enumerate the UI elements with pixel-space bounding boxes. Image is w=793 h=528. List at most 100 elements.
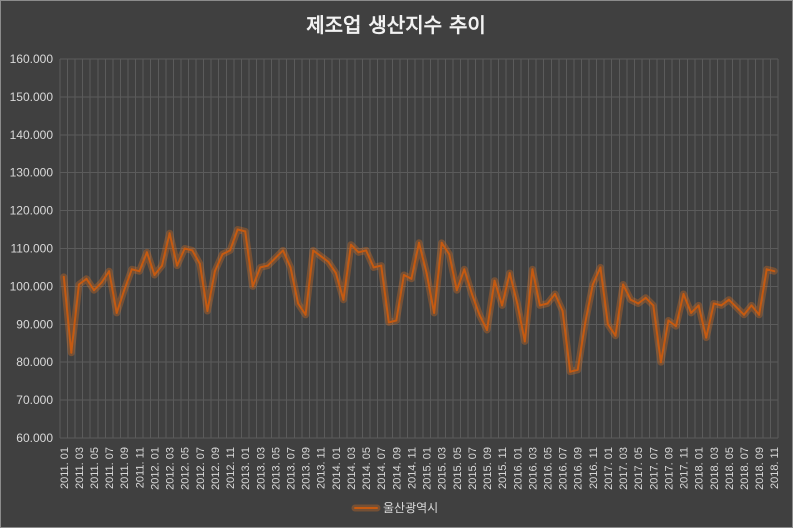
data-point xyxy=(523,340,526,343)
data-point xyxy=(652,304,655,307)
x-tick-label: 2015. 03 xyxy=(437,447,449,490)
x-axis: 2011. 01 2011. 03 2011. 05 2011. 07 2011. 09… xyxy=(59,447,781,490)
data-point xyxy=(433,311,436,314)
series-line-glow xyxy=(60,226,778,376)
data-point xyxy=(622,283,625,286)
x-tick-label: 2017. 07 xyxy=(648,447,660,490)
data-point xyxy=(629,298,632,301)
y-tick-label: 120.000 xyxy=(10,204,54,218)
data-point xyxy=(712,302,715,305)
data-point xyxy=(561,310,564,312)
data-point xyxy=(516,302,519,305)
data-point xyxy=(637,302,640,305)
data-point xyxy=(675,325,677,328)
data-point xyxy=(644,296,647,299)
data-point xyxy=(690,311,693,314)
x-tick-label: 2015. 09 xyxy=(482,447,494,490)
x-tick-label: 2018. 01 xyxy=(694,447,706,490)
y-tick-label: 60.000 xyxy=(16,431,53,445)
x-tick-label: 2014. 05 xyxy=(361,447,373,490)
data-point xyxy=(448,253,451,256)
x-tick-label: 2013. 09 xyxy=(301,447,313,490)
data-point xyxy=(463,268,466,271)
x-tick-label: 2012. 01 xyxy=(150,447,162,490)
x-tick-label: 2015. 01 xyxy=(422,447,434,490)
data-point xyxy=(743,313,745,316)
x-tick-label: 2013. 03 xyxy=(255,447,267,490)
x-tick-label: 2017. 03 xyxy=(618,447,630,490)
data-point xyxy=(138,270,141,273)
x-tick-label: 2011. 05 xyxy=(89,447,101,489)
x-tick-label: 2013. 07 xyxy=(286,447,298,490)
data-point xyxy=(161,264,163,267)
data-point xyxy=(425,272,428,275)
x-tick-label: 2016. 01 xyxy=(512,447,524,490)
data-point xyxy=(773,270,776,273)
data-point xyxy=(206,310,209,312)
data-point xyxy=(327,260,330,263)
x-tick-label: 2014. 03 xyxy=(346,447,358,490)
legend: 울산광역시 xyxy=(351,501,438,515)
data-point xyxy=(387,321,390,324)
data-point xyxy=(455,289,458,292)
plot-grid xyxy=(59,58,779,439)
data-point xyxy=(183,247,186,250)
data-point xyxy=(115,311,118,314)
data-point xyxy=(350,243,352,246)
data-point xyxy=(493,279,496,282)
x-tick-label: 2018. 07 xyxy=(739,447,751,490)
data-point xyxy=(720,304,723,307)
y-tick-label: 160.000 xyxy=(10,52,54,66)
y-tick-label: 140.000 xyxy=(10,128,54,142)
data-point xyxy=(145,251,148,254)
data-point xyxy=(266,264,269,267)
x-tick-label: 2011. 01 xyxy=(59,447,71,489)
data-point xyxy=(531,268,534,271)
data-point xyxy=(372,266,375,269)
data-point xyxy=(569,370,572,373)
data-point xyxy=(229,249,232,252)
data-point xyxy=(259,266,262,269)
data-point xyxy=(727,298,730,301)
y-tick-label: 80.000 xyxy=(16,355,53,369)
x-tick-label: 2016. 05 xyxy=(543,447,555,490)
x-tick-label: 2018. 11 xyxy=(769,447,781,489)
data-point xyxy=(62,275,65,278)
data-point xyxy=(402,274,405,276)
data-point xyxy=(244,230,247,233)
data-point xyxy=(410,277,413,280)
data-point xyxy=(554,293,556,295)
data-point xyxy=(538,304,541,307)
data-point xyxy=(599,266,602,269)
legend-label: 울산광역시 xyxy=(383,501,438,515)
data-point xyxy=(334,272,337,275)
x-tick-label: 2016. 09 xyxy=(573,447,585,490)
data-point xyxy=(100,281,103,284)
data-point xyxy=(319,255,322,258)
data-point xyxy=(735,306,738,309)
data-point xyxy=(282,249,284,252)
x-tick-label: 2017. 11 xyxy=(679,447,691,489)
x-tick-label: 2011. 03 xyxy=(74,447,86,489)
x-tick-label: 2012. 03 xyxy=(165,447,177,490)
data-point xyxy=(750,304,753,307)
data-point xyxy=(357,251,360,254)
y-tick-label: 90.000 xyxy=(16,317,53,331)
data-point xyxy=(77,283,80,286)
x-tick-label: 2016. 11 xyxy=(588,447,600,489)
x-tick-label: 2011. 11 xyxy=(134,447,146,488)
data-point xyxy=(304,313,307,316)
data-point xyxy=(70,351,73,354)
y-tick-label: 70.000 xyxy=(16,393,53,407)
x-tick-label: 2017. 05 xyxy=(633,447,645,490)
data-point xyxy=(168,232,171,235)
x-tick-label: 2012. 11 xyxy=(225,447,237,489)
x-tick-label: 2014. 07 xyxy=(376,447,388,490)
data-point xyxy=(312,249,315,252)
x-tick-label: 2018. 09 xyxy=(754,447,766,490)
data-point xyxy=(667,319,670,322)
data-point xyxy=(297,302,300,305)
data-point xyxy=(85,277,88,280)
x-tick-label: 2015. 07 xyxy=(467,447,479,490)
